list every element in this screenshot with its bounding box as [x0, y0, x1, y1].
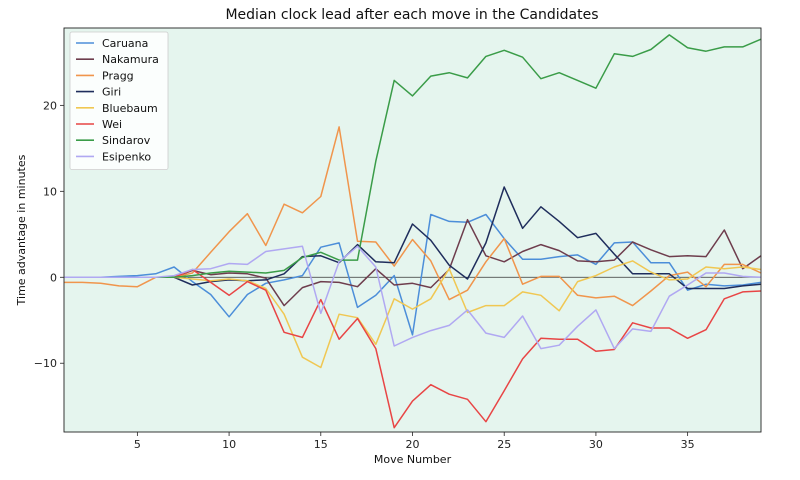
plot-background	[64, 28, 761, 432]
axis-ticks: 5 10 15 20 25 30 35 −10 0 10 20	[34, 99, 695, 451]
x-tick-label: 5	[134, 438, 141, 451]
series-line-giri	[64, 186, 762, 290]
series-line-wei	[64, 268, 762, 429]
legend: Caruana Nakamura Pragg Giri Bluebaum Wei Sinda…	[69, 31, 169, 171]
legend-label-pragg: Pragg	[102, 69, 134, 82]
series-line-pragg	[64, 126, 762, 307]
legend-label-bluebaum: Bluebaum	[102, 102, 158, 115]
x-tick-label: 10	[222, 438, 236, 451]
series-line-esipenko	[64, 245, 762, 350]
series-line-caruana	[64, 213, 762, 336]
y-tick-label: 0	[50, 271, 57, 284]
legend-label-caruana: Caruana	[102, 37, 148, 50]
legend-label-esipenko: Esipenko	[102, 150, 151, 163]
x-tick-label: 30	[589, 438, 603, 451]
y-tick-label: 10	[43, 185, 57, 198]
chart-title: Median clock lead after each move in the…	[225, 7, 598, 23]
legend-label-wei: Wei	[102, 118, 122, 131]
legend-label-sindarov: Sindarov	[102, 134, 151, 147]
series-line-bluebaum	[64, 260, 762, 369]
legend-box	[69, 31, 169, 171]
x-tick-label: 15	[314, 438, 328, 451]
x-tick-label: 20	[406, 438, 420, 451]
x-tick-label: 25	[497, 438, 511, 451]
plot-frame	[63, 27, 762, 433]
series-lines	[64, 34, 762, 429]
x-axis-label: Move Number	[374, 453, 452, 466]
legend-label-giri: Giri	[102, 86, 121, 99]
series-line-sindarov	[64, 34, 762, 279]
y-tick-label: −10	[34, 357, 57, 370]
x-tick-label: 35	[681, 438, 695, 451]
y-tick-label: 20	[43, 99, 57, 112]
y-axis-label: Time advantage in minutes	[15, 154, 28, 306]
legend-label-nakamura: Nakamura	[102, 53, 159, 66]
